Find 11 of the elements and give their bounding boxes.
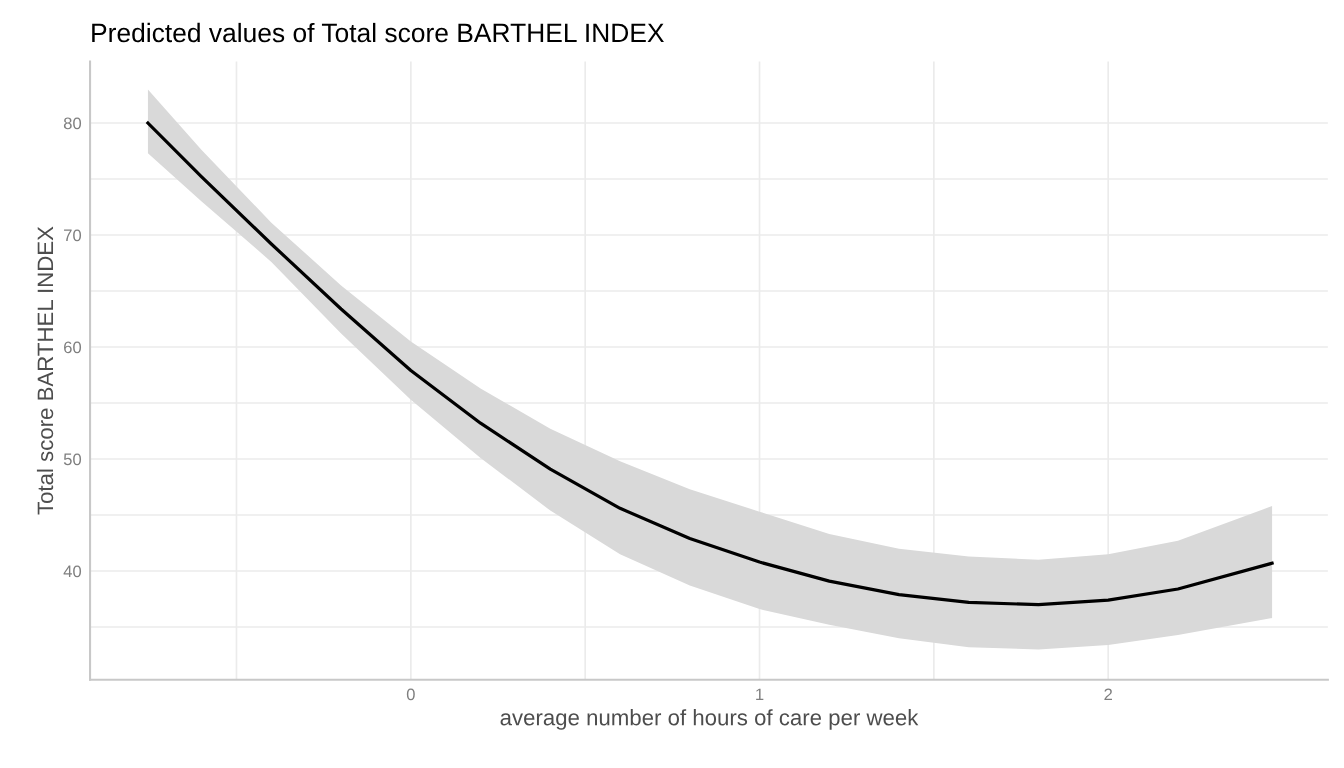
x-tick-label: 1 xyxy=(756,688,764,701)
y-axis-title: Total score BARTHEL INDEX xyxy=(36,226,54,515)
x-tick-label: 2 xyxy=(1104,688,1112,701)
y-tick-label: 70 xyxy=(64,229,82,242)
y-tick-label: 40 xyxy=(63,565,82,578)
y-tick-label: 80 xyxy=(63,117,82,130)
y-tick-label: 50 xyxy=(63,453,82,466)
chart-title: Predicted values of Total score BARTHEL INDEX xyxy=(92,22,664,43)
x-axis-title: average number of hours of care per week xyxy=(500,709,919,730)
x-tick-label: 0 xyxy=(406,688,415,701)
y-tick-label: 60 xyxy=(64,341,82,354)
